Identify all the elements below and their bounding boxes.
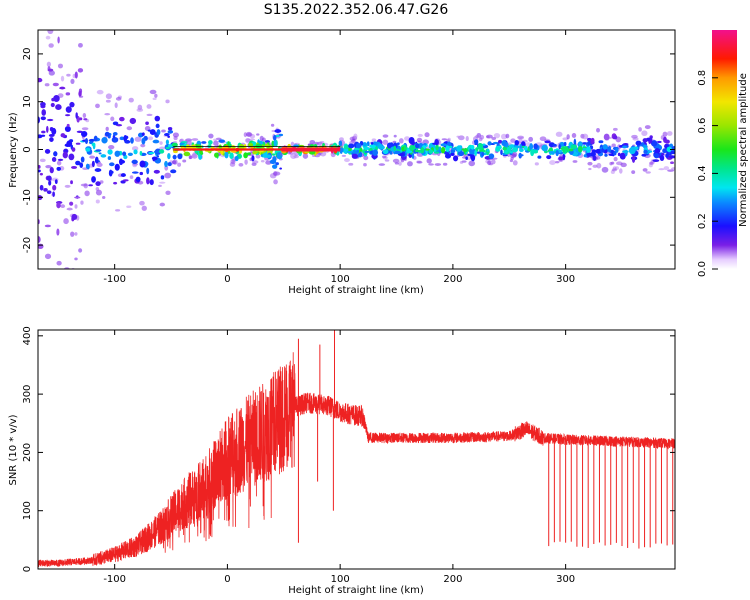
spectrogram-marks <box>38 30 675 269</box>
colorbar-tick-label: 0.0 <box>697 261 708 277</box>
colorbar-tick-label: 0.4 <box>697 165 708 181</box>
spectrogram-x-label: Height of straight line (km) <box>288 285 424 296</box>
x-tick-label: 100 <box>331 574 350 585</box>
y-tick-label: 0 <box>22 566 33 572</box>
snr-y-label: SNR (10 * v/v) <box>8 414 19 485</box>
spectrogram-y-ticks: -20 -10 0 10 20 <box>22 48 675 253</box>
colorbar-ticks: 0.0 0.2 0.4 0.6 0.8 <box>697 70 718 277</box>
x-tick-label: 200 <box>443 274 462 285</box>
spectrogram-band <box>78 89 177 212</box>
x-tick-label: 200 <box>443 574 462 585</box>
snr-frame <box>37 329 676 570</box>
y-tick-label: 100 <box>22 501 33 520</box>
x-tick-label: 0 <box>224 574 230 585</box>
x-tick-label: 100 <box>331 274 350 285</box>
colorbar: 0.0 0.2 0.4 0.6 0.8 Normalized spectral ampl… <box>697 30 749 277</box>
y-tick-label: 10 <box>22 95 33 108</box>
spectrogram-image <box>38 30 675 269</box>
colorbar-tick-label: 0.6 <box>697 118 708 134</box>
colorbar-scale <box>712 30 737 269</box>
y-tick-label: 20 <box>22 48 33 61</box>
x-tick-label: -100 <box>103 574 126 585</box>
colorbar-tick-label: 0.8 <box>697 70 708 86</box>
figure-title: S135.2022.352.06.47.G26 <box>264 2 449 18</box>
spectrogram-y-label: Frequency (Hz) <box>8 112 19 188</box>
spectrogram-band <box>338 131 591 167</box>
x-tick-label: 300 <box>556 274 575 285</box>
snr-marks <box>38 330 675 568</box>
spectrogram-band <box>586 125 675 174</box>
x-tick-label: 0 <box>224 274 230 285</box>
snr-x-ticks: -100 0 100 200 300 <box>103 330 575 585</box>
colorbar-tick-label: 0.2 <box>697 213 708 229</box>
y-tick-label: -20 <box>22 237 33 253</box>
y-tick-label: 300 <box>22 385 33 404</box>
spectrogram-band <box>38 30 84 269</box>
snr-y-ticks: 0 100 200 300 400 <box>22 326 675 572</box>
x-tick-label: 300 <box>556 574 575 585</box>
snr-x-label: Height of straight line (km) <box>288 585 424 596</box>
snr-series-line <box>38 352 675 568</box>
y-tick-label: 400 <box>22 326 33 345</box>
y-tick-label: -10 <box>22 189 33 205</box>
y-tick-label: 0 <box>22 146 33 152</box>
y-tick-label: 200 <box>22 443 33 462</box>
x-tick-label: -100 <box>103 274 126 285</box>
snr-panel: -100 0 100 200 300 0 100 200 300 400 Height of s… <box>8 326 676 596</box>
colorbar-label: Normalized spectral amplitude <box>738 73 749 227</box>
spectrogram-x-ticks: -100 0 100 200 300 <box>103 30 575 285</box>
